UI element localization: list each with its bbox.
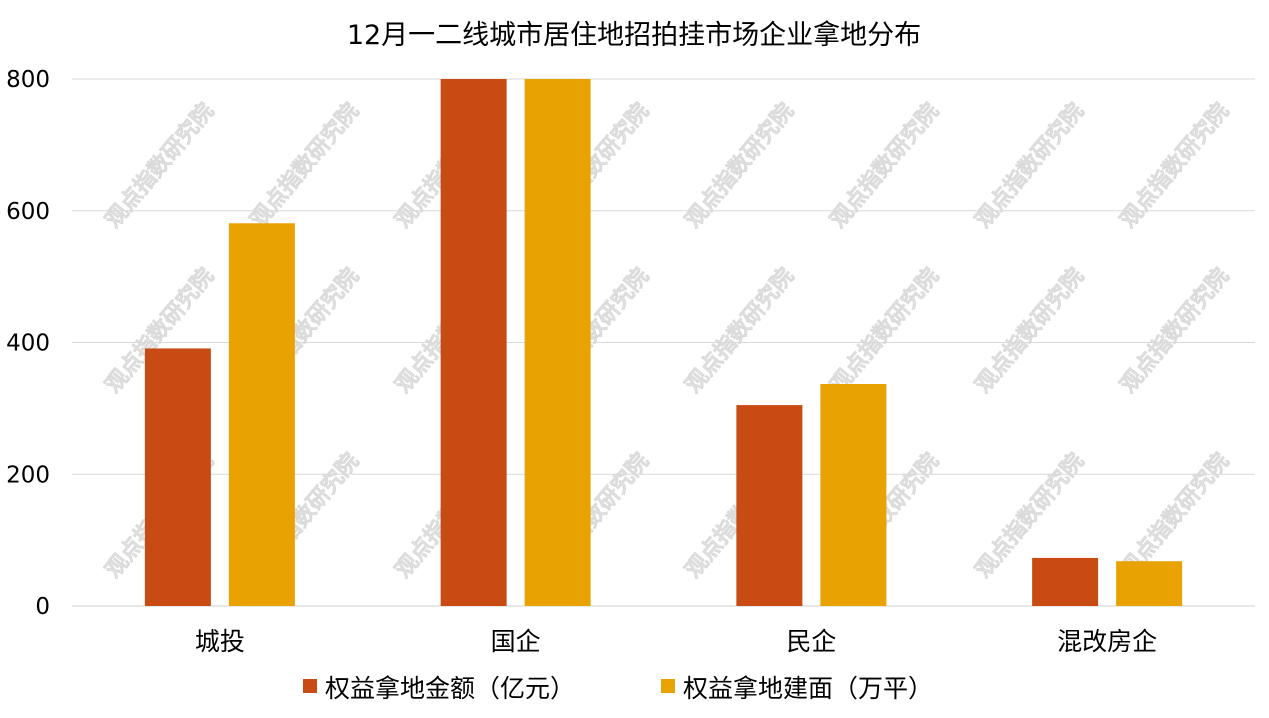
legend: 权益拿地金额（亿元） 权益拿地建面（万平）: [303, 674, 933, 703]
watermark-text: 观点指数研究院: [100, 98, 219, 233]
x-category-label: 民企: [786, 627, 836, 656]
bar-area-0: [228, 223, 295, 607]
chart-title: 12月一二线城市居住地招拍挂市场企业拿地分布: [347, 20, 921, 51]
x-category-label: 城投: [195, 627, 245, 656]
y-tick-label: 800: [6, 67, 50, 93]
axis-layer: 0 200 400 600 800 城投 国企 民企 混改房企: [6, 67, 1157, 656]
legend-label: 权益拿地建面（万平）: [683, 674, 933, 703]
watermark-text: 观点指数研究院: [825, 263, 944, 398]
watermark-text: 观点指数研究院: [680, 98, 799, 233]
bars-layer: [144, 79, 1183, 607]
bar-amount-1: [440, 79, 507, 606]
x-category-label: 国企: [491, 627, 541, 656]
bar-area-2: [820, 384, 887, 606]
y-tick-label: 600: [6, 199, 50, 225]
y-tick-label: 400: [6, 331, 50, 357]
legend-swatch: [661, 679, 675, 693]
bar-amount-0: [144, 348, 211, 606]
x-category-label: 混改房企: [1057, 627, 1157, 656]
bar-area-1: [524, 79, 591, 606]
bar-amount-2: [736, 405, 803, 606]
y-tick-label: 0: [35, 594, 50, 620]
watermark-text: 观点指数研究院: [1115, 98, 1234, 233]
watermark-text: 观点指数研究院: [970, 98, 1089, 233]
y-tick-label: 200: [6, 462, 50, 488]
watermark-text: 观点指数研究院: [970, 263, 1089, 398]
watermark-text: 观点指数研究院: [825, 98, 944, 233]
bar-amount-3: [1032, 557, 1099, 606]
legend-label: 权益拿地金额（亿元）: [325, 674, 575, 703]
watermark-text: 观点指数研究院: [245, 98, 364, 233]
watermark-text: 观点指数研究院: [1115, 263, 1234, 398]
watermark-text: 观点指数研究院: [680, 263, 799, 398]
bar-area-3: [1116, 561, 1183, 606]
legend-swatch: [303, 679, 317, 693]
